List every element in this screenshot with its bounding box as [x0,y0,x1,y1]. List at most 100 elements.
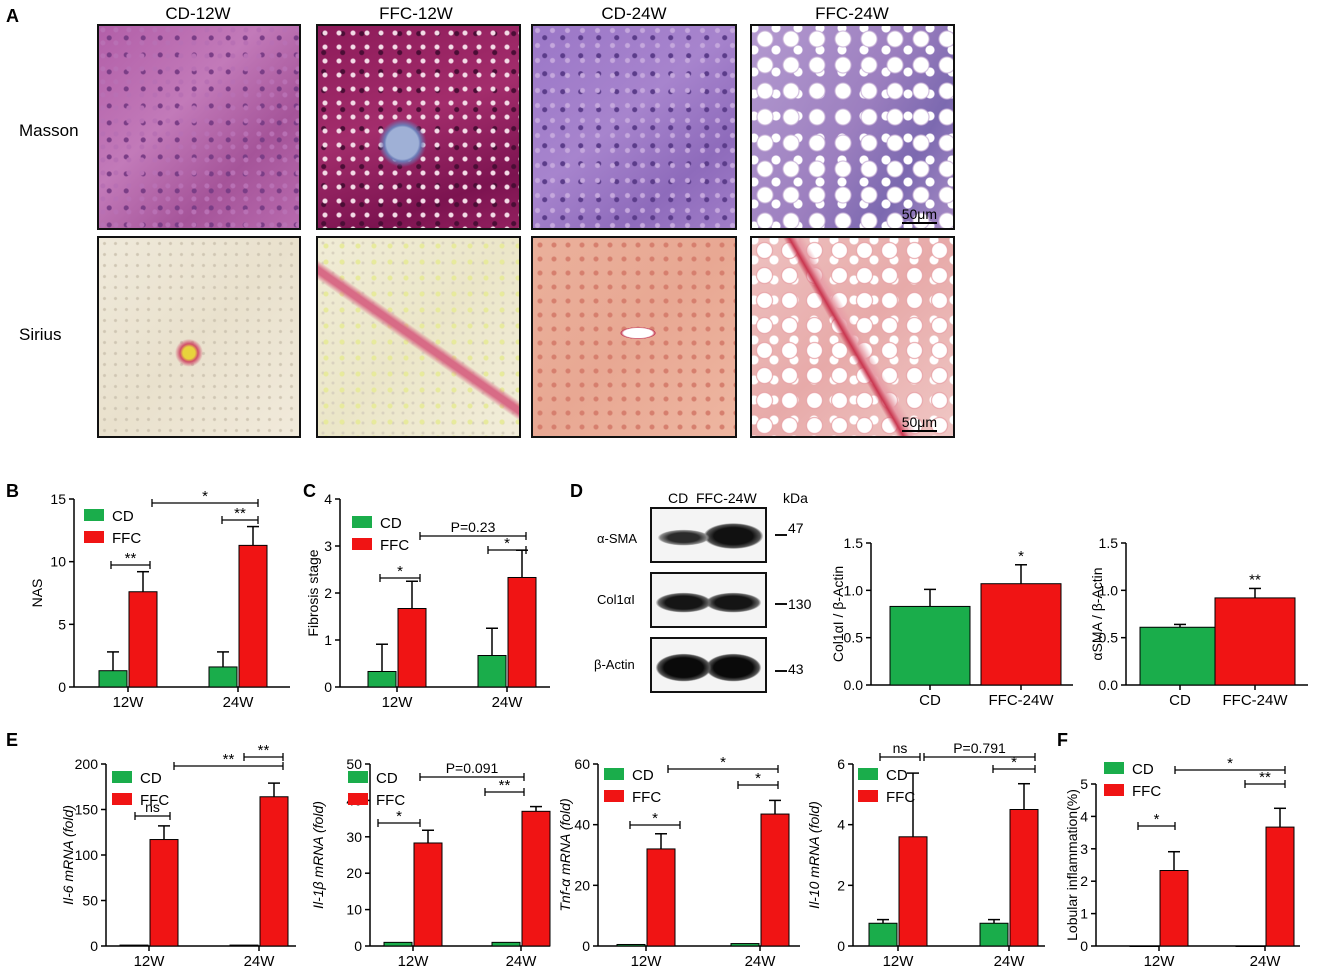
y-tick-label-E2-2: 20 [346,865,362,881]
bar-E3-FFC-24W [760,813,790,947]
micrograph-sirius-cd-24w [531,236,737,438]
y-tick-label-D1-0: 0.0 [844,677,864,693]
x-tick-label-E2-0: 12W [398,953,430,970]
y-tick-label-D2-1: 0.5 [1099,630,1119,646]
x-tick-label-B-1: 24W [223,694,255,711]
sig-label-E4-0: ns [893,740,908,756]
sig-label-B-0: ** [125,550,137,567]
legend-swatch-E3-FFC [604,790,624,802]
x-tick-label-E3-1: 24W [745,953,777,970]
sig-label-E1-1: ** [258,742,270,759]
y-tick-label-D1-3: 1.5 [844,535,864,551]
y-tick-label-F-4: 4 [1080,808,1088,824]
x-tick-label-E1-1: 24W [244,953,276,970]
micrograph-masson-cd-12w [97,24,301,230]
blot-box-bactin [650,637,767,693]
legend-swatch-E4-CD [858,768,878,780]
micrograph-masson-ffc-24w: 50μm [750,24,955,230]
legend-label-E4-CD: CD [886,767,908,784]
sig-label-E4-1: * [1011,754,1017,771]
panel-label-d: D [570,481,583,501]
y-tick-label-E3-1: 20 [574,877,590,893]
y-tick-label-E4-0: 0 [837,938,845,954]
y-tick-label-B-2: 10 [50,554,66,570]
sig-label-F-0: * [1154,811,1160,828]
y-axis-label-F: Lobular inflammation(%) [1064,789,1080,941]
legend-label-C-CD: CD [380,515,402,532]
legend-label-E1-CD: CD [140,770,162,787]
micrograph-sirius-cd-12w [97,236,301,438]
sig-label-F-1: ** [1259,769,1271,786]
y-tick-label-D2-0: 0.0 [1099,677,1119,693]
y-tick-label-E3-0: 0 [582,938,590,954]
bar-D2-CD [1139,626,1221,686]
legend-label-E4-FFC: FFC [886,789,915,806]
sig-label-D1-0: * [1018,548,1024,565]
y-axis-label-D2: αSMA / β-Actin [1089,567,1105,660]
x-tick-label-D2-0: CD [1169,692,1191,709]
micrograph-masson-cd-24w [531,24,737,230]
bar-E4-FFC-12W [898,836,928,947]
legend-swatch-F-CD [1104,762,1124,774]
bar-E1-CD-24W [229,944,259,947]
y-tick-label-C-0: 0 [324,679,332,695]
scale-bar-sirius: 50μm [901,414,938,432]
y-tick-label-C-4: 4 [324,491,332,507]
x-tick-label-D2-1: FFC-24W [1223,692,1289,709]
y-tick-label-E1-0: 0 [90,938,98,954]
legend-swatch-E2-FFC [348,793,368,805]
sig-label-D2-0: ** [1249,571,1261,588]
y-axis-label-B: NAS [29,579,45,608]
legend-label-E1-FFC: FFC [140,792,169,809]
blot-kda-tick-col1a1 [775,603,787,605]
row-label-sirius: Sirius [19,325,62,344]
y-tick-label-E2-1: 10 [346,902,362,918]
bar-E4-CD-24W [979,922,1009,947]
sig-label-B-1: ** [234,505,246,522]
bar-E3-CD-12W [616,943,646,947]
y-tick-label-C-3: 3 [324,538,332,554]
y-tick-label-B-1: 5 [58,616,66,632]
y-tick-label-D2-2: 1.0 [1099,582,1119,598]
bar-E1-FFC-24W [259,796,289,947]
y-tick-label-E2-3: 30 [346,829,362,845]
y-tick-label-B-0: 0 [58,679,66,695]
bar-E2-FFC-24W [521,810,551,947]
sig-label-E4-2: P=0.791 [953,740,1006,756]
legend-swatch-C-CD [352,516,372,528]
blot-kda-tick-bactin [775,670,787,672]
blot-box-asma [650,507,767,563]
bar-E3-FFC-12W [646,848,676,947]
micrograph-sirius-ffc-24w: 50μm [750,236,955,438]
bar-B-CD-24W [208,666,238,688]
blot-kda-130: 130 [788,596,812,612]
legend-swatch-B-CD [84,509,104,521]
legend-label-C-FFC: FFC [380,537,409,554]
y-tick-label-C-1: 1 [324,632,332,648]
sig-label-E1-2: ** [223,751,235,768]
bar-E1-CD-12W [119,944,149,947]
panel-label-a: A [6,6,19,26]
bar-E2-FFC-12W [413,842,443,947]
bar-C-FFC-24W [507,576,537,688]
sig-label-E1-0: ns [145,799,160,815]
y-tick-label-E1-4: 200 [75,756,99,772]
bar-E2-CD-12W [383,941,413,947]
y-tick-label-E1-3: 150 [75,802,99,818]
x-tick-label-E4-0: 12W [883,953,915,970]
x-tick-label-F-0: 12W [1144,953,1176,970]
column-label-cd-12w: CD-12W [165,4,231,23]
x-tick-label-D1-0: CD [919,692,941,709]
bar-E3-CD-24W [730,943,760,947]
bar-D1-CD [889,605,971,686]
legend-label-B-FFC: FFC [112,530,141,547]
bar-E2-CD-24W [491,941,521,947]
y-tick-label-E3-3: 60 [574,756,590,772]
bar-C-FFC-12W [397,608,427,688]
y-tick-label-E4-3: 6 [837,756,845,772]
legend-label-E3-CD: CD [632,767,654,784]
bar-B-CD-12W [98,670,128,688]
blot-lane-header: CD FFC-24W [668,490,757,506]
panel-label-b: B [6,481,19,501]
